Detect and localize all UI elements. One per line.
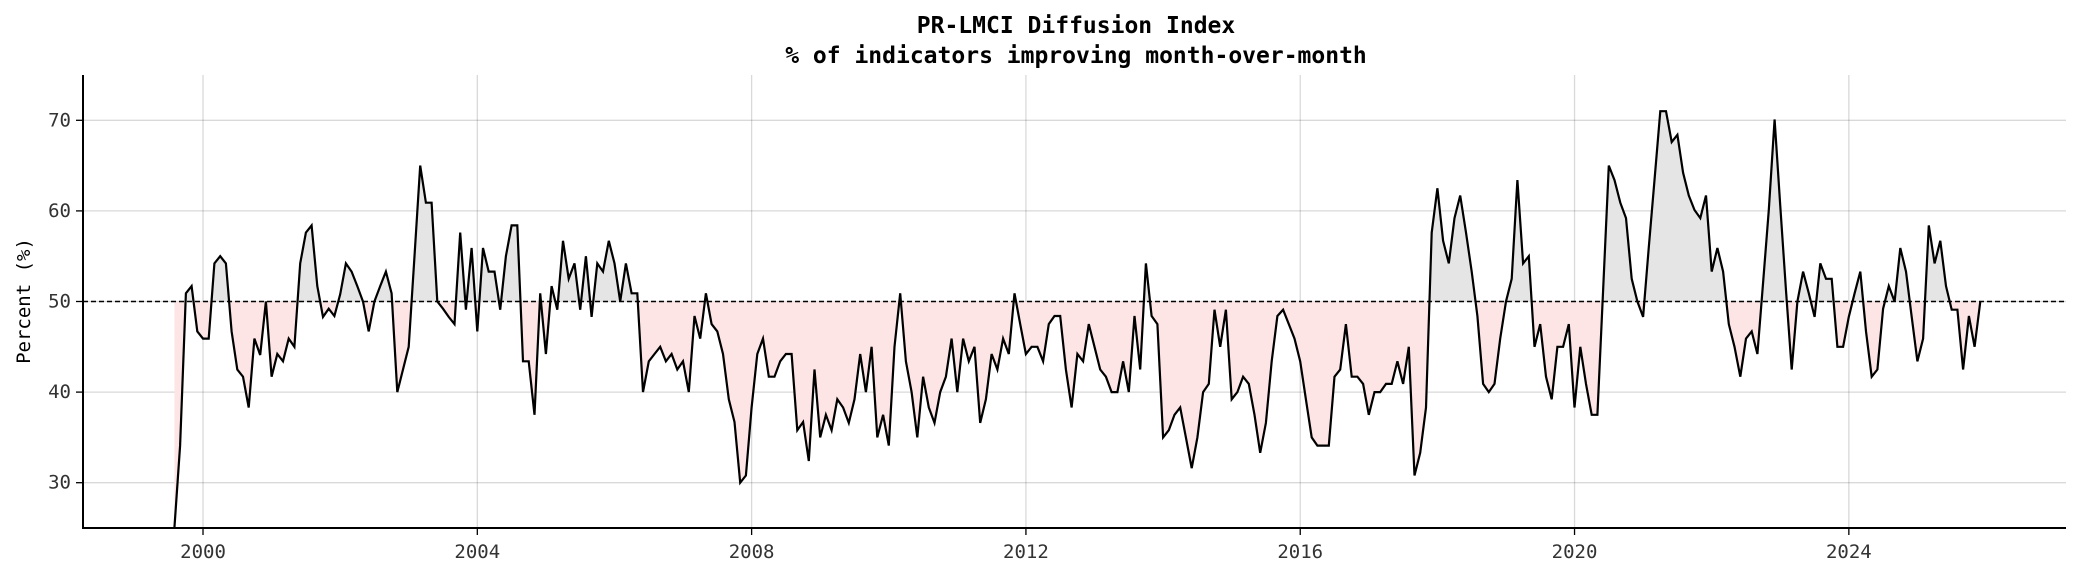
fill-below-50 bbox=[174, 301, 1981, 528]
x-tick-label: 2004 bbox=[454, 541, 500, 563]
chart-subtitle: % of indicators improving month-over-mon… bbox=[785, 43, 1367, 69]
x-tick-label: 2000 bbox=[180, 541, 226, 563]
x-tick-label: 2024 bbox=[1826, 541, 1872, 563]
series-group bbox=[173, 110, 1982, 528]
chart-title: PR-LMCI Diffusion Index bbox=[917, 13, 1236, 39]
tick-labels: 30 40 50 60 70 2000 2004 2008 2012 2016 2020 2024 bbox=[48, 109, 1872, 563]
x-tick-label: 2008 bbox=[729, 541, 775, 563]
x-tick-label: 2012 bbox=[1003, 541, 1049, 563]
y-tick-label: 30 bbox=[48, 472, 71, 494]
diffusion-index-line bbox=[173, 110, 1982, 528]
x-tick-label: 2020 bbox=[1552, 541, 1598, 563]
y-tick-label: 60 bbox=[48, 200, 71, 222]
y-tick-label: 50 bbox=[48, 291, 71, 313]
y-tick-label: 70 bbox=[48, 109, 71, 131]
y-axis-label: Percent (%) bbox=[13, 238, 35, 364]
fills bbox=[174, 111, 1981, 528]
x-tick-label: 2016 bbox=[1277, 541, 1323, 563]
y-tick-label: 40 bbox=[48, 381, 71, 403]
